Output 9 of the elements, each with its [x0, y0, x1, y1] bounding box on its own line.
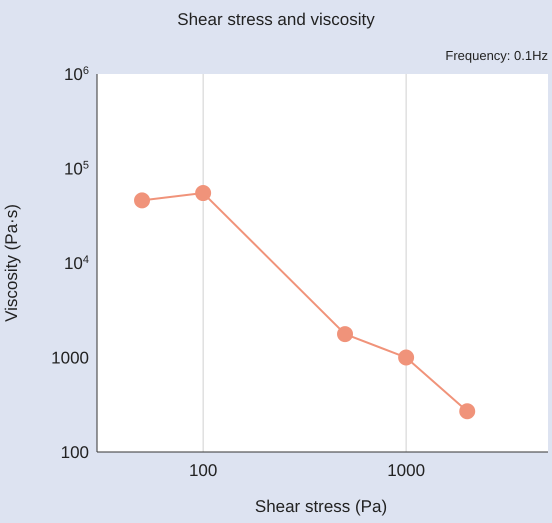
text: Frequency: 0.1Hz [445, 48, 548, 63]
chart-title: Shear stress and viscosity [176, 10, 376, 30]
x-axis-title: Shear stress (Pa) [254, 497, 388, 517]
y-axis-title: Viscosity (Pa·s) [2, 204, 22, 322]
y-tick-label: 100 [60, 443, 89, 462]
y-tick-label: 10$^{4}$ [64, 254, 89, 273]
y-tick-label: 1000 [51, 348, 89, 368]
y-tick-label: 10$^{6}$ [64, 65, 89, 84]
y-tick-label: 10$^{5}$ [64, 160, 89, 178]
